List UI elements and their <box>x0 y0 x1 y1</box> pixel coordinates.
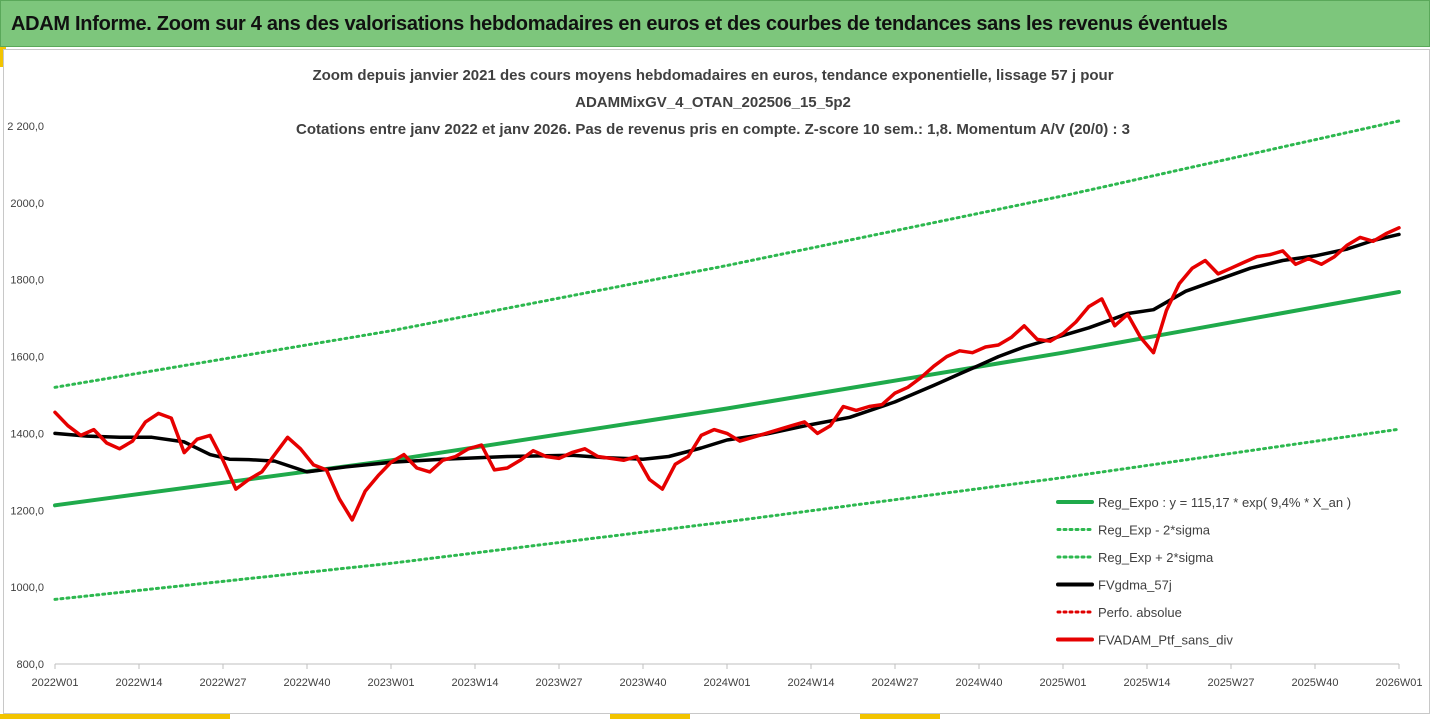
x-tick-label: 2022W14 <box>115 677 162 689</box>
y-tick-label: 1000,0 <box>10 582 44 594</box>
x-tick-label: 2024W27 <box>871 677 918 689</box>
x-tick-label: 2023W01 <box>367 677 414 689</box>
x-tick-label: 2025W14 <box>1123 677 1170 689</box>
chart-frame <box>3 49 1430 714</box>
x-tick-label: 2022W01 <box>31 677 78 689</box>
report-header: ADAM Informe. Zoom sur 4 ans des valoris… <box>0 0 1430 47</box>
x-tick-label: 2026W01 <box>1375 677 1422 689</box>
legend-label: Reg_Exp - 2*sigma <box>1098 523 1211 538</box>
x-tick-label: 2025W01 <box>1039 677 1086 689</box>
legend-label: FVgdma_57j <box>1098 578 1172 593</box>
legend-label: Reg_Expo : y = 115,17 * exp( 9,4% * X_an… <box>1098 495 1351 510</box>
y-tick-label: 2 200,0 <box>7 121 44 133</box>
chart-legend: Reg_Expo : y = 115,17 * exp( 9,4% * X_an… <box>1056 495 1351 648</box>
chart-title-line-2: ADAMMixGV_4_OTAN_202506_15_5p2 <box>575 94 851 111</box>
x-tick-label: 2025W27 <box>1207 677 1254 689</box>
series-reg-expo-line <box>53 290 1401 508</box>
y-tick-label: 1200,0 <box>10 505 44 517</box>
x-tick-label: 2024W14 <box>787 677 834 689</box>
y-tick-label: 1800,0 <box>10 275 44 287</box>
legend-label: FVADAM_Ptf_sans_div <box>1098 633 1233 648</box>
report-title: ADAM Informe. Zoom sur 4 ans des valoris… <box>11 13 1228 35</box>
y-tick-label: 1400,0 <box>10 428 44 440</box>
accent-bar-bottom-3 <box>860 714 940 719</box>
x-tick-label: 2022W27 <box>199 677 246 689</box>
chart-plot-area <box>53 119 1401 601</box>
y-tick-label: 800,0 <box>16 659 44 671</box>
chart-title-line-3: Cotations entre janv 2022 et janv 2026. … <box>296 121 1130 138</box>
series-fvadam-ptf-line <box>53 226 1401 522</box>
x-tick-label: 2024W40 <box>955 677 1002 689</box>
x-tick-label: 2025W40 <box>1291 677 1338 689</box>
x-tick-label: 2022W40 <box>283 677 330 689</box>
legend-label: Perfo. absolue <box>1098 605 1182 620</box>
x-tick-label: 2023W14 <box>451 677 498 689</box>
y-tick-label: 1600,0 <box>10 352 44 364</box>
series-reg-exp-plus-2sigma-line <box>53 119 1401 389</box>
chart-axes: 800,0 1000,0 1200,0 1400,0 1600,0 1800,0 2000,… <box>7 121 1422 689</box>
series-reg-exp-minus-2sigma-line <box>53 427 1401 601</box>
series-fvgdma-57j-line <box>53 232 1401 474</box>
x-tick-label: 2023W40 <box>619 677 666 689</box>
x-tick-label: 2023W27 <box>535 677 582 689</box>
accent-bar-bottom-1 <box>0 714 230 719</box>
accent-bar-bottom-2 <box>610 714 690 719</box>
legend-label: Reg_Exp + 2*sigma <box>1098 550 1214 565</box>
chart-title-line-1: Zoom depuis janvier 2021 des cours moyen… <box>312 67 1113 84</box>
y-tick-label: 2000,0 <box>10 198 44 210</box>
x-tick-label: 2024W01 <box>703 677 750 689</box>
